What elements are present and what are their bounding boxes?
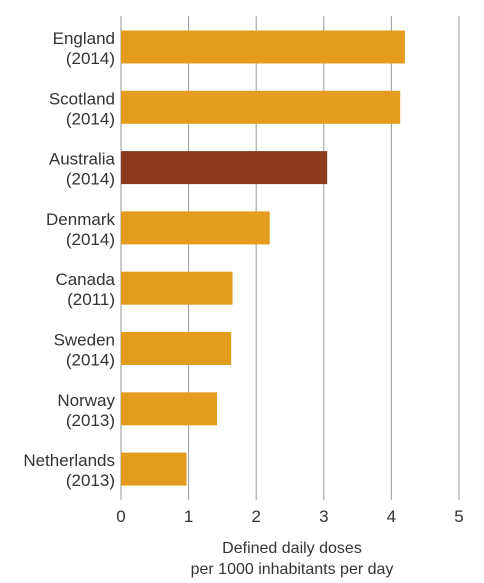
x-tick-label: 4 bbox=[387, 507, 396, 526]
x-axis-title-line-2: per 1000 inhabitants per day bbox=[191, 561, 394, 578]
bar-sweden bbox=[121, 332, 232, 365]
bar-denmark bbox=[121, 211, 270, 245]
bar-norway bbox=[121, 392, 217, 426]
category-label-year: (2014) bbox=[66, 170, 115, 189]
x-tick-label: 3 bbox=[319, 507, 328, 526]
x-tick-labels: 0 1 2 3 4 5 bbox=[116, 507, 463, 526]
category-label-year: (2013) bbox=[66, 411, 115, 430]
category-label-name: Sweden bbox=[54, 331, 115, 350]
category-label-name: England bbox=[53, 29, 115, 48]
x-axis-title-line-1: Defined daily doses bbox=[222, 540, 362, 557]
x-tick-label: 2 bbox=[251, 507, 260, 526]
category-label-year: (2014) bbox=[66, 230, 115, 249]
x-tick-label: 0 bbox=[116, 507, 125, 526]
bar-england bbox=[121, 30, 405, 64]
bar-australia bbox=[121, 151, 328, 185]
category-label-name: Scotland bbox=[49, 89, 115, 108]
category-labels: England(2014)Scotland(2014)Australia(201… bbox=[23, 29, 115, 490]
bar-canada bbox=[121, 271, 233, 305]
category-label-year: (2014) bbox=[66, 109, 115, 128]
bars bbox=[121, 30, 405, 486]
x-tick-label: 5 bbox=[454, 507, 463, 526]
bar-scotland bbox=[121, 90, 401, 124]
category-label-year: (2011) bbox=[67, 290, 115, 309]
category-label-name: Netherlands bbox=[23, 451, 115, 470]
category-label-name: Australia bbox=[49, 150, 116, 169]
category-label-name: Norway bbox=[57, 391, 115, 410]
bar-netherlands bbox=[121, 452, 187, 486]
category-label-name: Canada bbox=[55, 270, 115, 289]
category-label-name: Denmark bbox=[46, 210, 115, 229]
category-label-year: (2013) bbox=[66, 471, 115, 490]
gridlines bbox=[120, 16, 460, 500]
category-label-year: (2014) bbox=[66, 49, 115, 68]
category-label-year: (2014) bbox=[66, 351, 115, 370]
x-tick-label: 1 bbox=[184, 507, 193, 526]
